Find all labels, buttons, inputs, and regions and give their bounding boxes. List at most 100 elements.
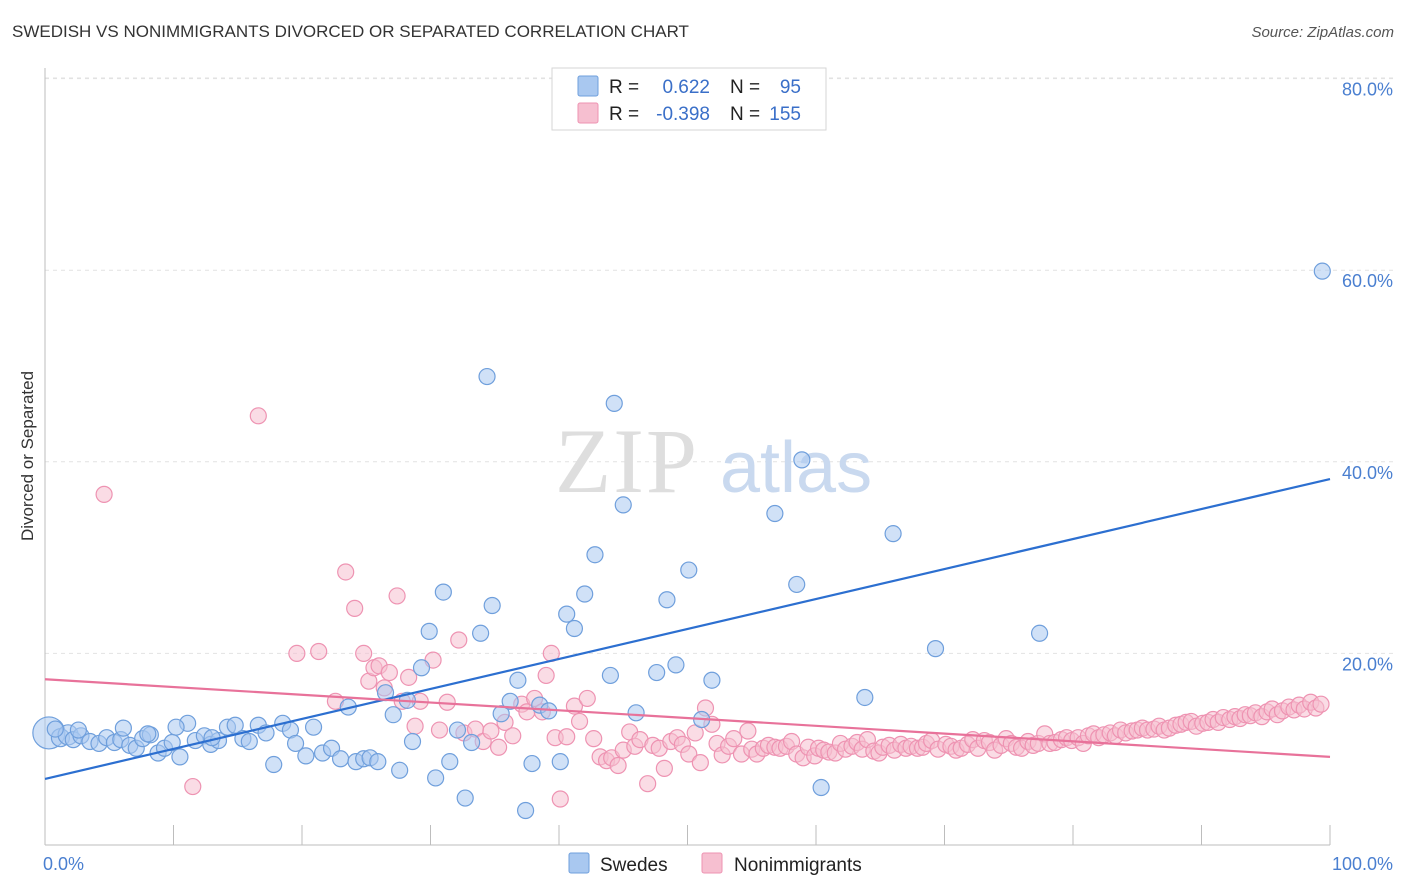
swedes-point [384,706,402,724]
swedes-point [483,596,501,615]
nonimm-point [739,722,757,740]
nonimm-trend-line [44,678,1331,758]
swedes-point [297,747,315,765]
swedes-point [139,725,157,743]
swedes-points [32,262,1331,820]
swedes-point [516,801,535,820]
bottom-legend: Swedes Nonimmigrants [568,852,862,876]
swedes-point [369,753,387,771]
nonimm-point [430,721,449,739]
swedes-point [605,394,623,412]
nonimm-point [482,722,500,740]
swedes-point [627,704,645,722]
bottom-legend-swatch-nonimm [701,852,723,874]
swedes-point [463,733,481,752]
nonimm-point [578,689,596,708]
y-tick-label-40: 40.0% [1342,463,1393,483]
trend-lines [44,477,1331,780]
y-tick-label-80: 80.0% [1342,80,1393,100]
swedes-point [558,605,576,623]
nonimm-point [725,730,743,748]
swedes-point [648,663,666,682]
swedes-point [412,659,431,677]
swedes-point [420,622,438,640]
swedes-point [167,718,185,736]
swedes-point [304,718,323,736]
nonimm-point [490,738,508,756]
bottom-legend-swatch-swedes [568,852,590,874]
swedes-point [551,753,569,771]
swedes-point [501,692,519,710]
swedes-point [601,666,620,685]
nonimm-point [585,730,603,748]
swedes-point [265,755,283,774]
nonimm-point [680,745,698,763]
chart-title: SWEDISH VS NONIMMIGRANTS DIVORCED OR SEP… [12,22,689,41]
legend-swatch-nonimm [577,102,599,124]
nonimmigrants-points [95,407,1330,808]
swedes-point [788,575,806,594]
swedes-point [523,754,541,773]
nonimm-point [355,644,373,663]
swedes-point [856,688,874,707]
nonimm-point [184,777,202,796]
nonimm-point [551,790,569,808]
legend-swatch-swedes [577,75,599,97]
swedes-point [680,561,698,579]
nonimm-point [639,775,657,793]
nonimm-point [249,407,267,425]
swedes-point [884,525,902,543]
axes [44,68,1331,846]
nonimm-point [380,663,398,682]
swedes-point [667,656,685,674]
swedes-point [926,640,945,658]
swedes-point [793,451,811,469]
legend-r-value-nonimm: -0.398 [656,104,710,125]
nonimm-point [570,712,589,731]
swedes-point [766,504,784,523]
watermark: ZIP atlas [555,410,872,512]
y-tick-label-60: 60.0% [1342,271,1393,291]
y-axis-label: Divorced or Separated [18,371,37,541]
swedes-point [812,778,830,797]
swedes-point [226,716,244,734]
swedes-point [472,624,490,642]
swedes-point [565,619,584,638]
swedes-point [1313,262,1331,280]
swedes-point [614,496,632,514]
nonimm-point [655,759,673,777]
nonimm-point [537,666,555,685]
swedes-point [703,671,721,689]
nonimm-point [558,728,576,746]
swedes-point [586,546,604,564]
swedes-point [240,732,258,751]
swedes-point [456,789,474,807]
nonimm-point [95,485,113,503]
nonimm-point [400,668,418,686]
y-tick-label-20: 20.0% [1342,654,1393,674]
x-tick-label-100: 100.0% [1332,854,1393,874]
watermark-atlas: atlas [720,428,872,508]
bottom-legend-label-nonimm: Nonimmigrants [734,855,862,876]
swedes-point [434,583,452,601]
legend-n-value-nonimm: 155 [769,104,801,125]
legend-n-label-swedes: N = [730,77,760,98]
swedes-point [1030,624,1049,642]
y-tick-labels: 20.0% 40.0% 60.0% 80.0% [1342,80,1393,675]
chart-source: Source: ZipAtlas.com [1251,24,1394,41]
swedes-point [658,591,676,609]
swedes-point [171,748,189,766]
nonimm-point [504,727,522,745]
swedes-point [576,585,594,603]
nonimm-point [609,756,627,775]
correlation-legend: R = 0.622 N = 95 R = -0.398 N = 155 [551,67,827,131]
swedes-point [448,721,467,739]
nonimm-point [346,599,364,617]
swedes-point [391,761,409,779]
swedes-point [331,750,350,768]
swedes-point [441,753,459,771]
swedes-point [403,732,422,751]
x-tick-label-0: 0.0% [43,854,84,874]
nonimm-point [450,631,468,649]
